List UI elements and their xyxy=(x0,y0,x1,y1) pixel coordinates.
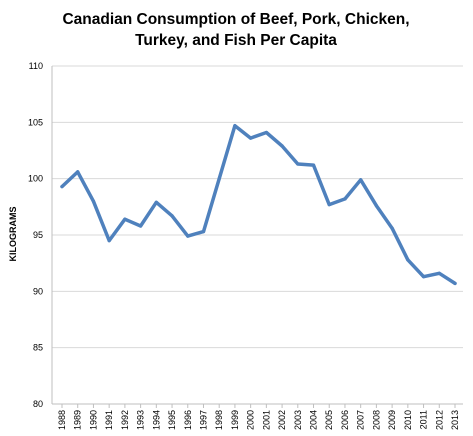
data-point-2008 xyxy=(374,204,378,208)
chart-title-line-2: Turkey, and Fish Per Capita xyxy=(135,32,337,49)
x-tick-label-2003: 2003 xyxy=(293,410,303,430)
x-tick-label-1999: 1999 xyxy=(230,410,240,430)
y-tick-label-80: 80 xyxy=(33,399,43,409)
x-tick-label-2004: 2004 xyxy=(309,410,319,430)
data-point-2003 xyxy=(296,162,300,166)
data-point-2009 xyxy=(390,226,394,230)
y-tick-label-100: 100 xyxy=(28,174,43,184)
data-point-1995 xyxy=(170,214,174,218)
x-tick-label-1995: 1995 xyxy=(167,410,177,430)
y-tick-label-110: 110 xyxy=(29,61,43,71)
x-tick-label-1991: 1991 xyxy=(104,410,114,430)
data-point-1990 xyxy=(91,199,96,203)
x-tick-label-1997: 1997 xyxy=(198,410,208,430)
data-point-2012 xyxy=(437,271,441,275)
x-tick-label-2008: 2008 xyxy=(371,410,381,430)
series-line-0 xyxy=(60,123,457,286)
data-point-1993 xyxy=(139,224,143,228)
data-point-1989 xyxy=(76,170,80,174)
x-tick-label-1996: 1996 xyxy=(183,410,193,430)
x-tick-label-1989: 1989 xyxy=(73,410,83,430)
x-tick-label-2005: 2005 xyxy=(324,410,334,430)
x-tick-label-2007: 2007 xyxy=(356,410,366,430)
data-point-2001 xyxy=(264,130,268,135)
y-tick-labels: 80 85 90 95 100 105 110 xyxy=(28,61,43,409)
data-point-1998 xyxy=(217,177,221,181)
x-tick-labels: 1988 1989 1990 1991 1992 1993 1994 1995 1996 1997… xyxy=(57,410,460,430)
x-tick-label-1993: 1993 xyxy=(136,410,146,430)
chart-title-line-1: Canadian Consumption of Beef, Pork, Chic… xyxy=(62,11,409,28)
data-point-2006 xyxy=(343,197,347,201)
x-tick-label-2010: 2010 xyxy=(403,410,413,430)
x-tick-label-2009: 2009 xyxy=(387,410,397,430)
x-tick-label-1988: 1988 xyxy=(57,410,67,430)
x-tick-label-1990: 1990 xyxy=(88,410,98,430)
y-tick-label-95: 95 xyxy=(33,230,43,240)
data-point-1996 xyxy=(186,234,190,238)
x-tick-label-2013: 2013 xyxy=(450,410,460,430)
x-tick-label-2011: 2011 xyxy=(419,410,429,429)
data-point-2002 xyxy=(280,144,284,148)
data-point-1994 xyxy=(154,200,158,204)
data-point-2011 xyxy=(421,275,426,279)
data-point-2000 xyxy=(249,136,253,140)
data-point-2013 xyxy=(453,281,457,286)
data-point-1991 xyxy=(107,239,111,243)
data-point-2004 xyxy=(311,163,316,167)
data-point-2010 xyxy=(406,258,410,262)
x-tick-label-2012: 2012 xyxy=(434,410,444,430)
series-group xyxy=(60,123,457,286)
x-tick-label-2000: 2000 xyxy=(246,410,256,430)
data-point-1997 xyxy=(201,230,206,234)
x-tick-label-1994: 1994 xyxy=(151,410,161,430)
data-point-2007 xyxy=(359,178,363,182)
y-tick-label-85: 85 xyxy=(33,343,43,353)
y-tick-label-90: 90 xyxy=(33,286,43,296)
data-point-1992 xyxy=(123,217,127,221)
x-tick-label-1998: 1998 xyxy=(214,410,224,430)
x-tick-label-1992: 1992 xyxy=(120,410,130,430)
y-tick-label-105: 105 xyxy=(28,117,43,127)
x-tick-label-2001: 2001 xyxy=(261,410,271,430)
data-point-1999 xyxy=(233,124,237,128)
data-point-1988 xyxy=(60,184,64,189)
y-axis-label: KILOGRAMS xyxy=(8,207,18,262)
x-tick-label-2002: 2002 xyxy=(277,410,287,430)
gridlines xyxy=(51,65,463,408)
x-tick-label-2006: 2006 xyxy=(340,410,350,430)
data-point-2005 xyxy=(327,202,331,207)
